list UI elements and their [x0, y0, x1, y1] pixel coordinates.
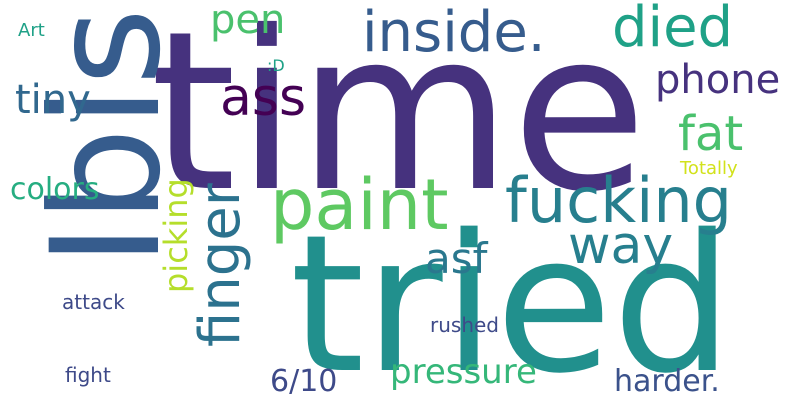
word-fat: fat — [678, 106, 744, 162]
word-harder: harder. — [614, 364, 720, 399]
word-ass: ass — [220, 68, 307, 128]
word-fight: fight — [65, 363, 111, 387]
word-way: way — [568, 216, 674, 276]
word-smiley: :D — [267, 56, 285, 75]
word-attack: attack — [62, 290, 125, 314]
word-picking: picking — [157, 178, 195, 293]
word-asf: asf — [425, 234, 488, 283]
word-art: Art — [18, 20, 45, 41]
word-finger: finger — [188, 183, 253, 347]
word-tiny: tiny — [15, 77, 91, 123]
word-rushed: rushed — [430, 313, 499, 337]
word-died: died — [612, 0, 734, 60]
word-pen: pen — [210, 0, 286, 43]
word-tried: tried — [290, 194, 733, 400]
word-fucking: fucking — [505, 164, 732, 237]
word-colors: colors — [10, 172, 100, 207]
word-time: time — [150, 0, 648, 240]
word-paint: paint — [270, 164, 449, 246]
word-6-10: 6/10 — [270, 364, 338, 399]
word-totally: Totally — [680, 158, 738, 179]
word-phone: phone — [655, 57, 781, 103]
word-pressure: pressure — [390, 352, 537, 392]
word-inside: inside. — [362, 0, 546, 65]
